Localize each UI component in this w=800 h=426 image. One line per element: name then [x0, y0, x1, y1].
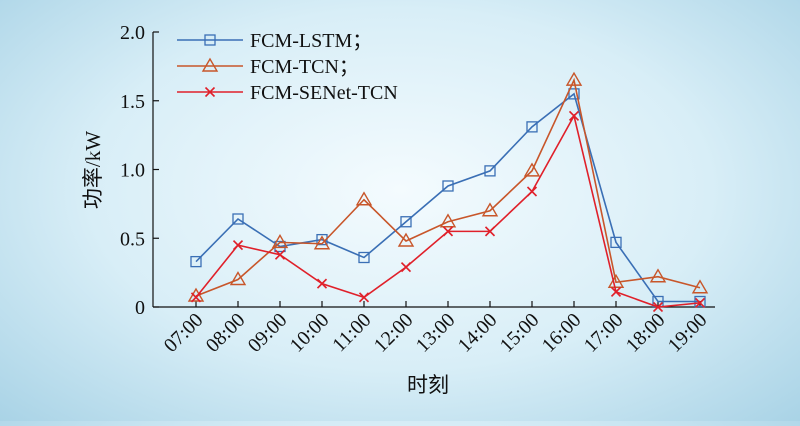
triangle-marker: [201, 57, 219, 72]
x-marker: [568, 110, 580, 121]
x-tick-label: 09:00: [244, 309, 292, 357]
y-tick-label: 2.0: [120, 22, 145, 44]
x-tick-label: 17:00: [580, 309, 628, 357]
y-ticks: 0 0.5 1.0 1.5 2.0: [120, 22, 159, 319]
triangle-marker: [523, 162, 541, 177]
x-tick-label: 18:00: [622, 309, 670, 357]
x-tick-label: 12:00: [370, 309, 418, 357]
x-marker: [274, 249, 286, 260]
x-marker: [694, 297, 706, 308]
series-square: [190, 88, 706, 308]
legend-item: FCM-TCN；: [177, 56, 359, 78]
triangle-marker: [649, 268, 667, 283]
x-marker: [610, 286, 622, 297]
series-layer: [187, 71, 709, 313]
y-axis-label: 功率/kW: [81, 131, 105, 209]
triangle-marker: [313, 235, 331, 250]
y-tick-label: 1.0: [120, 160, 145, 182]
triangle-marker: [229, 271, 247, 286]
legend-label: FCM-SENet-TCN: [250, 82, 398, 104]
x-marker: [204, 86, 216, 98]
series-x: [190, 110, 706, 313]
legend-label: FCM-LSTM；: [250, 30, 372, 52]
square-marker: [400, 216, 412, 228]
x-tick-label: 07:00: [160, 309, 208, 357]
series-line: [195, 92, 700, 303]
legend-item: FCM-SENet-TCN: [177, 82, 398, 104]
x-marker: [316, 278, 328, 289]
triangle-marker: [271, 233, 289, 249]
x-tick-label: 14:00: [454, 309, 502, 357]
triangle-marker: [439, 213, 457, 228]
triangle-marker: [691, 279, 709, 294]
square-marker: [526, 121, 538, 133]
x-ticks: 07:0008:0009:0010:0011:0012:0013:0014:00…: [160, 301, 712, 357]
x-tick-label: 10:00: [286, 309, 334, 357]
triangle-marker: [397, 232, 415, 247]
series-line: [195, 113, 701, 308]
square-marker: [190, 255, 202, 268]
series-line: [195, 77, 701, 297]
x-tick-label: 11:00: [328, 309, 375, 356]
x-marker: [652, 301, 664, 313]
square-marker: [442, 180, 454, 192]
x-marker: [190, 292, 202, 303]
square-marker: [694, 295, 706, 308]
x-marker: [442, 226, 454, 237]
x-marker: [400, 262, 412, 273]
triangle-marker: [607, 273, 625, 288]
y-tick-label: 1.5: [120, 91, 145, 113]
x-axis-label: 时刻: [407, 373, 449, 397]
square-marker: [204, 34, 216, 46]
x-tick-label: 15:00: [496, 309, 544, 357]
legend-label: FCM-TCN；: [250, 56, 359, 78]
x-tick-label: 13:00: [412, 309, 460, 357]
square-marker: [568, 88, 580, 100]
y-tick-label: 0: [135, 297, 145, 319]
square-marker: [358, 251, 370, 264]
x-marker: [232, 240, 244, 251]
square-marker: [484, 165, 496, 177]
series-triangle: [187, 71, 709, 302]
square-marker: [232, 213, 244, 225]
square-marker: [610, 236, 622, 249]
x-marker: [358, 292, 370, 303]
axes: [152, 32, 715, 308]
legend-item: FCM-LSTM；: [177, 30, 372, 52]
triangle-marker: [481, 202, 499, 217]
y-tick-label: 0.5: [120, 228, 145, 250]
x-marker: [526, 186, 538, 197]
triangle-marker: [565, 71, 583, 86]
x-marker: [484, 226, 496, 237]
x-tick-label: 16:00: [538, 309, 586, 357]
x-tick-label: 08:00: [202, 309, 250, 357]
triangle-marker: [355, 191, 373, 206]
x-tick-label: 19:00: [664, 309, 712, 357]
legend: FCM-LSTM； FCM-TCN； FCM-SENet-TCN: [177, 30, 398, 104]
